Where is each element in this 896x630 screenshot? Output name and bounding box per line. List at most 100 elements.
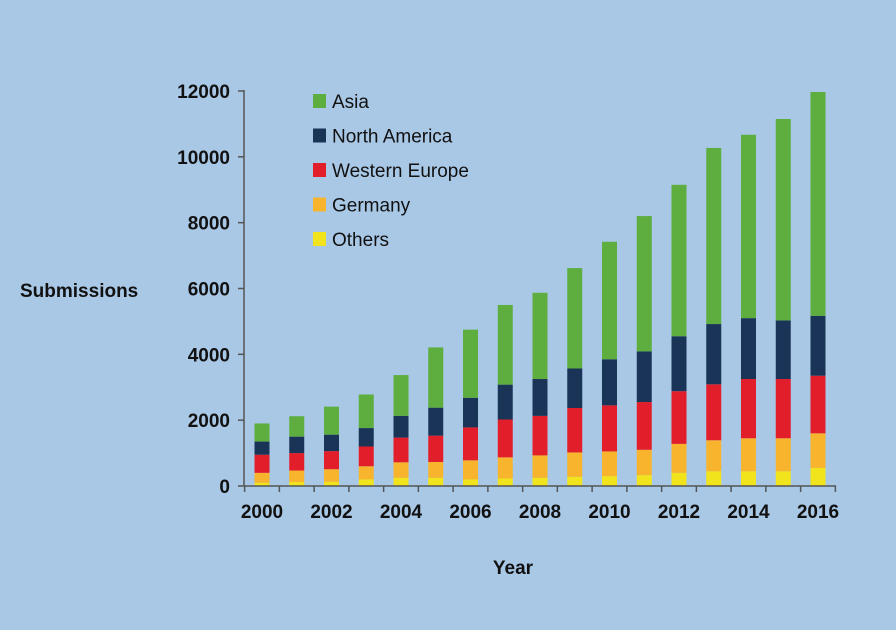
legend-swatch-western-europe	[313, 163, 326, 177]
bar-asia-2005	[428, 347, 444, 408]
bar-others-2003	[358, 479, 374, 486]
bar-asia-2006	[463, 329, 478, 398]
bar-north-america-2001	[289, 436, 305, 454]
y-tick-label: 8000	[188, 214, 230, 235]
bar-western-europe-2010	[602, 405, 617, 452]
bar-western-europe-2014	[741, 379, 756, 439]
bar-western-europe-2011	[636, 402, 652, 450]
y-tick-label: 2000	[188, 411, 230, 432]
bar-asia-2011	[636, 216, 652, 352]
bar-others-2009	[567, 476, 583, 486]
bar-north-america-2016	[810, 315, 826, 376]
x-tick-label: 2014	[727, 502, 770, 523]
y-axis-title: Submissions	[20, 281, 138, 302]
bar-others-2012	[671, 472, 687, 486]
legend-swatch-germany	[313, 197, 326, 212]
bar-western-europe-2007	[497, 419, 513, 458]
bar-asia-2014	[741, 134, 756, 319]
bar-germany-2008	[532, 455, 548, 478]
x-tick-label: 2016	[797, 502, 839, 523]
bar-others-2006	[463, 479, 478, 486]
legend-swatch-asia	[313, 94, 326, 108]
bar-north-america-2015	[775, 320, 791, 380]
bar-western-europe-2012	[671, 391, 687, 444]
bar-north-america-2008	[532, 379, 548, 416]
bar-others-2001	[289, 482, 305, 486]
bar-north-america-2004	[393, 415, 409, 438]
bar-germany-2014	[741, 438, 756, 472]
bar-others-2010	[602, 476, 617, 487]
bar-germany-2007	[497, 457, 513, 479]
x-tick-label: 2002	[310, 502, 352, 523]
bar-north-america-2002	[324, 434, 339, 452]
bar-germany-2013	[706, 440, 722, 472]
bar-germany-2015	[775, 438, 791, 472]
bar-others-2007	[497, 478, 513, 486]
y-tick-label: 6000	[188, 280, 230, 301]
bar-western-europe-2008	[532, 415, 548, 456]
bar-others-2016	[810, 467, 826, 486]
bar-germany-2001	[289, 470, 305, 483]
legend-swatch-north-america	[313, 128, 326, 143]
bar-germany-2003	[358, 466, 374, 480]
bar-others-2008	[532, 477, 548, 486]
legend-label-north-america: North America	[332, 127, 453, 148]
bar-western-europe-2016	[810, 375, 826, 434]
x-tick-label: 2012	[658, 502, 700, 523]
y-tick-label: 0	[219, 477, 230, 498]
bar-germany-2004	[393, 462, 409, 478]
bar-asia-2007	[497, 304, 513, 385]
bar-north-america-2003	[358, 428, 374, 447]
bar-north-america-2000	[254, 441, 270, 455]
bar-western-europe-2001	[289, 453, 305, 471]
bar-asia-2012	[671, 184, 687, 337]
bar-asia-2004	[393, 375, 409, 416]
x-tick-label: 2006	[449, 502, 491, 523]
x-tick-label: 2008	[519, 502, 561, 523]
legend: Asia North America Western Europe Germany Ot…	[313, 92, 469, 251]
x-tick-label: 2004	[380, 502, 423, 523]
bar-others-2011	[636, 475, 652, 486]
axes-layer: 0 2000 4000 6000 8000 10000 12000 2000 2002 2004 2…	[177, 82, 839, 523]
bar-north-america-2007	[497, 384, 513, 420]
bar-north-america-2012	[671, 336, 687, 392]
bar-germany-2012	[671, 443, 687, 473]
bar-western-europe-2009	[567, 407, 583, 453]
bar-western-europe-2005	[428, 435, 444, 462]
bar-western-europe-2013	[706, 384, 722, 441]
bar-germany-2009	[567, 452, 583, 477]
bar-asia-2000	[254, 423, 270, 442]
bar-germany-2010	[602, 451, 617, 477]
bar-others-2005	[428, 477, 444, 486]
bar-others-2002	[324, 481, 339, 486]
bar-north-america-2013	[706, 324, 722, 385]
bar-others-2000	[254, 482, 270, 486]
legend-label-others: Others	[332, 230, 389, 251]
bar-western-europe-2000	[254, 454, 270, 473]
x-tick-label: 2010	[588, 502, 630, 523]
bar-asia-2013	[706, 147, 722, 325]
bar-germany-2016	[810, 433, 826, 468]
bar-north-america-2006	[463, 397, 478, 428]
bar-asia-2015	[775, 118, 791, 321]
bar-germany-2006	[463, 460, 478, 480]
bar-asia-2008	[532, 292, 548, 380]
bar-asia-2016	[810, 91, 826, 316]
bar-others-2013	[706, 471, 722, 486]
bar-asia-2003	[358, 394, 374, 429]
bar-western-europe-2003	[358, 446, 374, 467]
bar-north-america-2005	[428, 407, 444, 436]
y-tick-label: 12000	[177, 82, 230, 103]
bar-asia-2010	[602, 241, 617, 360]
bar-asia-2001	[289, 416, 305, 437]
bar-germany-2002	[324, 469, 339, 482]
x-axis-title: Year	[493, 558, 534, 579]
bars-layer	[254, 91, 826, 487]
legend-label-germany: Germany	[332, 196, 411, 217]
y-tick-label: 10000	[177, 148, 230, 169]
bar-western-europe-2015	[775, 379, 791, 439]
legend-label-asia: Asia	[332, 92, 369, 113]
bar-north-america-2014	[741, 318, 756, 380]
